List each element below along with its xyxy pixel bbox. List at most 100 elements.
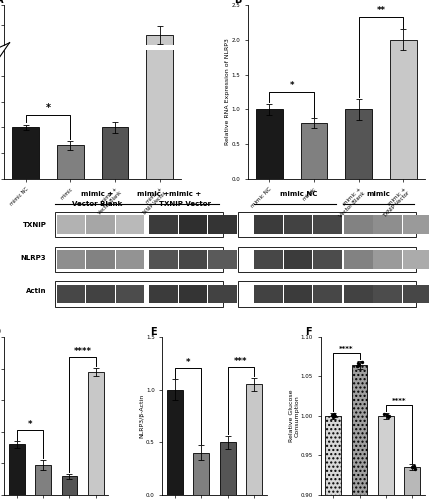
Text: ***: ***: [130, 60, 144, 68]
Bar: [390, 40, 417, 179]
Bar: [57, 215, 85, 234]
Text: mimic NC: mimic NC: [280, 191, 317, 197]
Point: [356, 360, 363, 368]
Bar: [208, 215, 237, 234]
Point: [381, 412, 388, 420]
Bar: [238, 212, 416, 238]
Bar: [179, 215, 207, 234]
Bar: [313, 285, 342, 304]
Bar: [149, 250, 178, 268]
Text: Vector Blank: Vector Blank: [72, 201, 122, 207]
Bar: [284, 215, 312, 234]
Text: *: *: [45, 103, 51, 113]
Text: Actin: Actin: [26, 288, 46, 294]
Text: *: *: [290, 81, 294, 90]
Bar: [35, 464, 51, 495]
Bar: [254, 285, 283, 304]
Bar: [352, 364, 367, 495]
Point: [328, 410, 335, 418]
Text: C: C: [4, 168, 12, 177]
Bar: [208, 285, 237, 304]
Text: ****: ****: [74, 347, 92, 356]
Bar: [86, 250, 115, 268]
Bar: [179, 250, 207, 268]
Y-axis label: Relative RNA Expression of NLRP3: Relative RNA Expression of NLRP3: [225, 38, 230, 146]
Bar: [116, 215, 144, 234]
Point: [331, 411, 338, 419]
Bar: [313, 215, 342, 234]
Bar: [220, 442, 236, 495]
Text: B: B: [234, 0, 241, 5]
Bar: [325, 416, 341, 495]
Y-axis label: NLRP3/β-Actin: NLRP3/β-Actin: [140, 394, 145, 438]
Point: [354, 359, 361, 367]
Bar: [345, 110, 372, 179]
Bar: [146, 0, 173, 179]
Bar: [254, 215, 283, 234]
Bar: [55, 212, 223, 238]
Text: mimic +: mimic +: [169, 191, 201, 197]
Bar: [102, 128, 128, 179]
Bar: [344, 285, 372, 304]
Bar: [86, 215, 115, 234]
Text: F: F: [305, 327, 311, 337]
Text: **: **: [377, 6, 386, 16]
Text: NLRP3: NLRP3: [21, 255, 46, 261]
Text: *: *: [186, 358, 190, 367]
Bar: [9, 444, 25, 495]
Text: ****: ****: [339, 346, 353, 352]
Point: [407, 462, 414, 470]
Bar: [238, 246, 416, 272]
Text: ***: ***: [234, 357, 248, 366]
Bar: [344, 250, 372, 268]
Point: [409, 464, 416, 471]
Bar: [149, 215, 178, 234]
Bar: [116, 250, 144, 268]
Point: [355, 358, 362, 366]
Bar: [344, 215, 372, 234]
Bar: [149, 285, 178, 304]
Bar: [246, 384, 262, 495]
Text: *: *: [28, 420, 32, 430]
Text: ****: ****: [392, 398, 406, 404]
Bar: [404, 468, 420, 495]
Text: TXNIP: TXNIP: [22, 222, 46, 228]
Point: [331, 412, 338, 420]
Bar: [88, 372, 104, 495]
Bar: [378, 416, 394, 495]
Bar: [238, 282, 416, 307]
Bar: [373, 250, 402, 268]
Bar: [167, 390, 183, 495]
Bar: [208, 250, 237, 268]
Bar: [179, 285, 207, 304]
Text: E: E: [150, 327, 157, 337]
Bar: [57, 285, 85, 304]
Bar: [313, 250, 342, 268]
Bar: [284, 250, 312, 268]
Bar: [57, 250, 85, 268]
Bar: [284, 285, 312, 304]
Text: mimic +: mimic +: [137, 191, 169, 197]
Bar: [373, 285, 402, 304]
Bar: [86, 285, 115, 304]
Bar: [193, 453, 209, 495]
Bar: [373, 215, 402, 234]
Text: mimic: mimic: [366, 191, 390, 197]
Bar: [256, 110, 283, 179]
Text: mimic +: mimic +: [81, 191, 113, 197]
Y-axis label: Relative Glucose
Consumption: Relative Glucose Consumption: [289, 390, 299, 442]
Bar: [403, 250, 429, 268]
Point: [408, 465, 415, 473]
Point: [381, 413, 387, 421]
Bar: [301, 123, 327, 179]
Point: [385, 411, 392, 419]
Bar: [12, 104, 39, 106]
Bar: [102, 104, 128, 106]
Text: A: A: [0, 0, 3, 5]
Bar: [55, 246, 223, 272]
Bar: [62, 476, 77, 495]
Point: [329, 413, 336, 421]
Bar: [12, 128, 39, 179]
Bar: [116, 285, 144, 304]
Point: [411, 462, 418, 470]
